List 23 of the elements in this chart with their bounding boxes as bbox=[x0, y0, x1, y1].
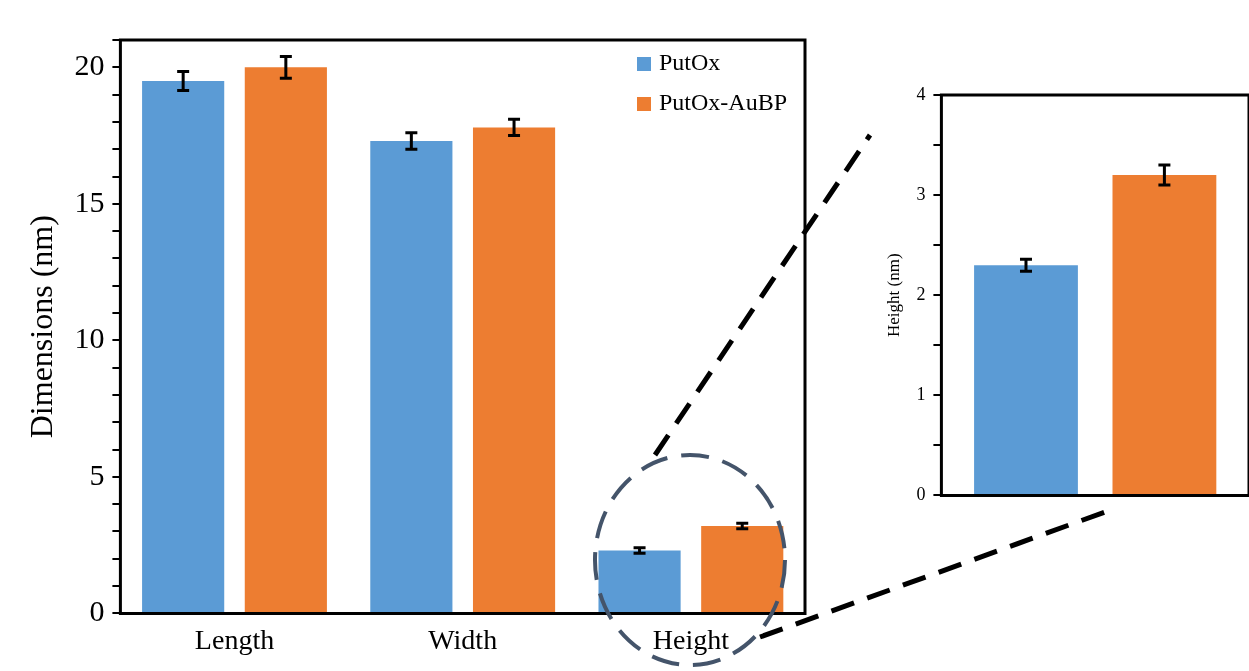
x-tick-label: Width bbox=[428, 623, 498, 655]
bar bbox=[244, 67, 327, 613]
y-tick-label: 0 bbox=[916, 484, 926, 505]
y-axis-title: Dimensions (nm) bbox=[22, 215, 59, 439]
y-axis-title: Height (nm) bbox=[883, 253, 903, 337]
bar bbox=[701, 526, 784, 613]
x-tick-label: Length bbox=[194, 623, 275, 655]
y-tick-label: 20 bbox=[74, 48, 105, 82]
legend-label: PutOx bbox=[658, 49, 721, 76]
y-tick-label: 1 bbox=[916, 384, 926, 405]
y-tick-label: 4 bbox=[916, 83, 926, 104]
y-tick-label: 15 bbox=[74, 184, 105, 218]
bar bbox=[142, 80, 225, 613]
y-tick-label: 5 bbox=[89, 457, 105, 491]
y-tick-label: 3 bbox=[916, 183, 926, 204]
y-tick-label: 0 bbox=[89, 594, 105, 628]
y-tick-label: 2 bbox=[916, 283, 926, 304]
bar bbox=[370, 141, 453, 613]
x-tick-label: Height bbox=[652, 623, 730, 655]
bar bbox=[472, 127, 556, 613]
legend-label: PutOx-AuBP bbox=[658, 89, 787, 116]
bar bbox=[598, 550, 681, 613]
y-tick-label: 10 bbox=[74, 321, 105, 355]
